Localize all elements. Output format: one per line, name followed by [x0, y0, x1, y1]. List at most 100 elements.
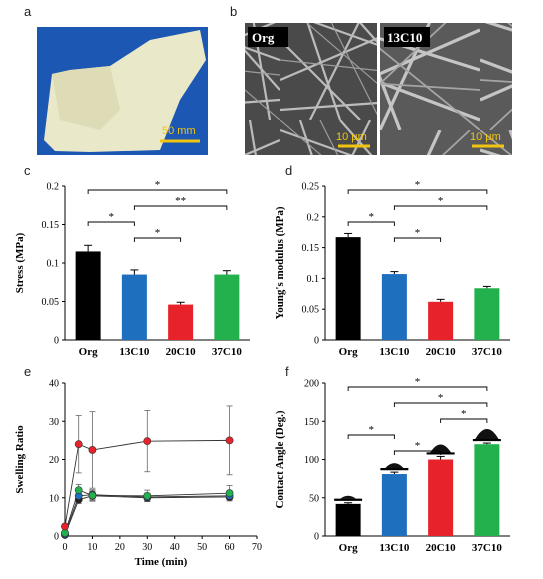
- x-tick-label: 20: [115, 542, 125, 553]
- data-point: [74, 486, 83, 494]
- y-tick-label: 200: [304, 379, 319, 390]
- x-tick-label: 37C10: [472, 346, 502, 358]
- y-tick-label: 0.15: [42, 220, 60, 231]
- data-point: [88, 446, 97, 454]
- x-tick-label: 60: [225, 542, 235, 553]
- significance-bracket: [347, 189, 488, 194]
- x-tick-label: 13C10: [379, 542, 409, 554]
- data-point: [88, 491, 97, 500]
- significance-bracket: [133, 237, 182, 242]
- significance-bracket: [393, 402, 488, 407]
- x-axis-label: Time (min): [135, 556, 188, 568]
- significance-label: *: [415, 227, 421, 239]
- x-tick-label: 0: [63, 542, 68, 553]
- bar-37C10: [474, 444, 500, 536]
- significance-label: *: [369, 211, 375, 223]
- scale-label-a: 50 mm: [162, 125, 196, 137]
- x-tick-label: 20C10: [426, 346, 456, 358]
- bar-37C10: [474, 288, 500, 340]
- y-axis-label: Swelling Ratio: [14, 425, 26, 494]
- data-point: [143, 437, 152, 446]
- scale-label-b2: 10 μm: [470, 131, 501, 143]
- droplet-icon: [385, 463, 404, 469]
- significance-label: **: [175, 195, 186, 207]
- y-tick-label: 0.2: [307, 212, 320, 223]
- y-tick-label: 20: [49, 455, 59, 466]
- x-tick-label: 50: [197, 542, 207, 553]
- significance-label: *: [438, 392, 444, 404]
- x-tick-label: 13C10: [119, 346, 149, 358]
- bar-20C10: [428, 301, 454, 340]
- x-tick-label: 20C10: [426, 542, 456, 554]
- x-tick-label: 37C10: [212, 346, 242, 358]
- significance-label: *: [369, 424, 375, 436]
- panel-label-b: b: [230, 4, 238, 19]
- x-tick-label: 10: [87, 542, 97, 553]
- x-tick-label: Org: [339, 542, 358, 554]
- x-tick-label: 20C10: [166, 346, 196, 358]
- significance-bracket: [347, 386, 488, 391]
- y-tick-label: 0: [314, 336, 319, 347]
- data-point: [225, 436, 234, 445]
- significance-label: *: [415, 179, 421, 191]
- significance-bracket: [393, 205, 488, 210]
- significance-bracket: [133, 205, 228, 210]
- data-point: [225, 489, 234, 498]
- bar-20C10: [428, 459, 454, 536]
- significance-bracket: [87, 221, 135, 226]
- y-tick-label: 0.05: [302, 305, 320, 316]
- sem-label-org: Org: [252, 30, 275, 45]
- droplet-icon: [430, 444, 452, 453]
- panel-label-f: f: [285, 364, 289, 379]
- y-tick-label: 0.25: [302, 182, 320, 193]
- y-tick-label: 30: [49, 417, 59, 428]
- sem-label-bg-13c10: [384, 27, 430, 47]
- significance-label: *: [461, 408, 467, 420]
- significance-bracket: [393, 237, 442, 242]
- bar-Org: [335, 503, 361, 536]
- bar-13C10: [381, 274, 407, 340]
- y-tick-label: 40: [49, 379, 59, 390]
- data-point: [74, 440, 83, 449]
- chart-f: 0 50 100 150 200 Contact Angle (Deg.) Org 13C10…: [274, 376, 510, 554]
- y-tick-label: 0: [314, 532, 319, 543]
- bar-13C10: [121, 274, 147, 340]
- droplet-icon: [475, 429, 499, 440]
- significance-label: *: [415, 440, 421, 452]
- sem-label-13c10: 13C10: [387, 30, 422, 45]
- chart-c: 0 0.05 0.1 0.15 0.2 Stress (MPa) Org 13C10 20C10…: [14, 179, 250, 358]
- y-tick-label: 0: [54, 336, 59, 347]
- data-point: [61, 529, 69, 537]
- significance-bracket: [440, 418, 488, 423]
- y-tick-label: 0.15: [302, 243, 320, 254]
- panel-a-photo: 50 mm: [37, 27, 208, 155]
- y-tick-label: 0.2: [47, 182, 60, 193]
- panel-label-e: e: [24, 364, 32, 379]
- panel-label-d: d: [285, 163, 293, 178]
- y-axis-label: Young's modulus (MPa): [274, 206, 286, 319]
- significance-label: *: [438, 195, 444, 207]
- data-point: [143, 491, 152, 500]
- x-tick-label: 13C10: [379, 346, 409, 358]
- panel-label-a: a: [24, 4, 32, 19]
- y-axis-label: Stress (MPa): [14, 232, 26, 293]
- x-tick-label: 40: [170, 542, 180, 553]
- y-tick-label: 0: [54, 532, 59, 543]
- y-tick-label: 50: [309, 493, 319, 504]
- bar-20C10: [168, 304, 194, 340]
- scale-label-b1: 10 μm: [336, 131, 367, 143]
- significance-label: *: [155, 179, 161, 191]
- bar-37C10: [214, 274, 240, 340]
- x-tick-label: Org: [79, 346, 98, 358]
- x-tick-label: 70: [252, 542, 262, 553]
- panel-label-c: c: [24, 163, 31, 178]
- bar-13C10: [381, 474, 407, 536]
- chart-d: 0 0.05 0.1 0.15 0.2 0.25 Young's modulus (MPa)…: [274, 179, 510, 358]
- x-tick-label: 30: [142, 542, 152, 553]
- x-tick-label: Org: [339, 346, 358, 358]
- y-tick-label: 0.1: [307, 274, 320, 285]
- significance-label: *: [155, 227, 161, 239]
- y-tick-label: 0.1: [47, 259, 60, 270]
- panel-b-sem: Org 13C10 10 μm 10 μm: [245, 23, 512, 155]
